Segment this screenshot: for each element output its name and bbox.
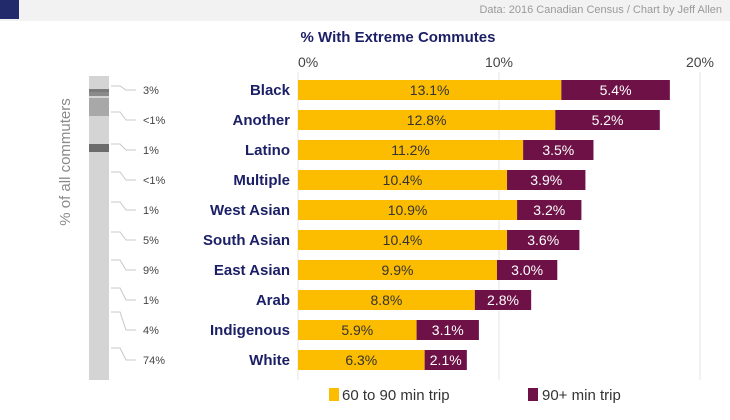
legend-label-60-90: 60 to 90 min trip — [342, 387, 450, 404]
bar-value-label: 3.2% — [533, 202, 565, 218]
x-tick-label: 0% — [298, 54, 318, 70]
bar-value-label: 6.3% — [345, 352, 377, 368]
category-label: Black — [250, 82, 291, 99]
bar-90-plus-min — [496, 260, 558, 280]
legend-swatch-60-90 — [329, 388, 339, 401]
bar-value-label: 10.9% — [388, 202, 428, 218]
share-leader-line — [111, 171, 136, 181]
bar-value-label: 5.9% — [341, 322, 373, 338]
bar-60-90-min — [298, 140, 524, 160]
category-label: East Asian — [214, 262, 290, 279]
legend-label-90-plus: 90+ min trip — [542, 387, 621, 404]
bar-90-plus-min — [416, 320, 479, 340]
share-label: <1% — [143, 175, 166, 187]
bar-60-90-min — [298, 320, 417, 340]
category-label: West Asian — [210, 202, 290, 219]
category-label: Multiple — [233, 172, 290, 189]
bar-value-label: 10.4% — [383, 172, 423, 188]
category-label: Another — [233, 112, 291, 129]
bar-60-90-min — [298, 230, 508, 250]
share-strip-segment — [89, 92, 109, 96]
bar-60-90-min — [298, 200, 518, 220]
bar-90-plus-min — [424, 350, 467, 370]
category-label: South Asian — [203, 232, 290, 249]
bar-60-90-min — [298, 170, 508, 190]
share-strip — [89, 76, 109, 380]
bar-value-label: 5.2% — [592, 112, 624, 128]
share-label: 9% — [143, 265, 159, 277]
share-label: 74% — [143, 355, 165, 367]
share-label: 1% — [143, 295, 159, 307]
bar-value-label: 3.6% — [527, 232, 559, 248]
share-label: 1% — [143, 205, 159, 217]
share-strip-segment — [89, 89, 109, 94]
bar-value-label: 2.1% — [430, 352, 462, 368]
category-label: Indigenous — [210, 322, 290, 339]
share-leader-line — [111, 201, 136, 211]
bar-60-90-min — [298, 290, 475, 310]
bar-value-label: 3.9% — [530, 172, 562, 188]
share-leader-line — [111, 311, 136, 331]
x-tick-label: 10% — [485, 54, 513, 70]
bar-value-label: 5.4% — [600, 82, 632, 98]
bar-value-label: 9.9% — [382, 262, 414, 278]
share-leader-line — [111, 111, 136, 121]
share-label: <1% — [143, 115, 166, 127]
category-label: Latino — [245, 142, 290, 159]
bar-value-label: 8.8% — [370, 292, 402, 308]
share-leader-line — [111, 85, 136, 91]
bar-value-label: 10.4% — [383, 232, 423, 248]
bar-value-label: 3.0% — [511, 262, 543, 278]
share-leader-line — [111, 231, 136, 241]
share-strip-segment — [89, 144, 109, 152]
x-tick-label: 20% — [686, 54, 714, 70]
bar-value-label: 3.1% — [432, 322, 464, 338]
bar-90-plus-min — [555, 110, 660, 130]
share-leader-line — [111, 287, 136, 301]
bar-value-label: 12.8% — [407, 112, 447, 128]
bar-90-plus-min — [523, 140, 594, 160]
bar-value-label: 13.1% — [410, 82, 450, 98]
brand-corner-block — [0, 0, 19, 19]
bar-90-plus-min — [507, 230, 580, 250]
bar-value-label: 11.2% — [391, 142, 430, 158]
bar-90-plus-min — [517, 200, 582, 220]
bar-90-plus-min — [561, 80, 670, 100]
bar-value-label: 2.8% — [487, 292, 519, 308]
category-label: White — [249, 352, 290, 369]
category-label: Arab — [256, 292, 290, 309]
share-label: 1% — [143, 145, 159, 157]
bar-60-90-min — [298, 350, 425, 370]
legend-swatch-90-plus — [528, 388, 538, 401]
bar-value-label: 3.5% — [542, 142, 574, 158]
share-leader-line — [111, 143, 136, 151]
share-label: 5% — [143, 235, 159, 247]
share-leader-line — [111, 259, 136, 271]
share-label: 4% — [143, 325, 159, 337]
share-strip-segment — [89, 98, 109, 116]
bar-60-90-min — [298, 80, 562, 100]
bar-90-plus-min — [474, 290, 532, 310]
side-axis-label: % of all commuters — [57, 98, 74, 226]
bar-90-plus-min — [507, 170, 586, 190]
header-strip — [0, 0, 730, 21]
share-leader-line — [111, 347, 136, 361]
bar-60-90-min — [298, 110, 556, 130]
chart-title: % With Extreme Commutes — [301, 29, 496, 46]
source-credit: Data: 2016 Canadian Census / Chart by Je… — [479, 4, 722, 16]
bar-60-90-min — [298, 260, 497, 280]
share-label: 3% — [143, 85, 159, 97]
